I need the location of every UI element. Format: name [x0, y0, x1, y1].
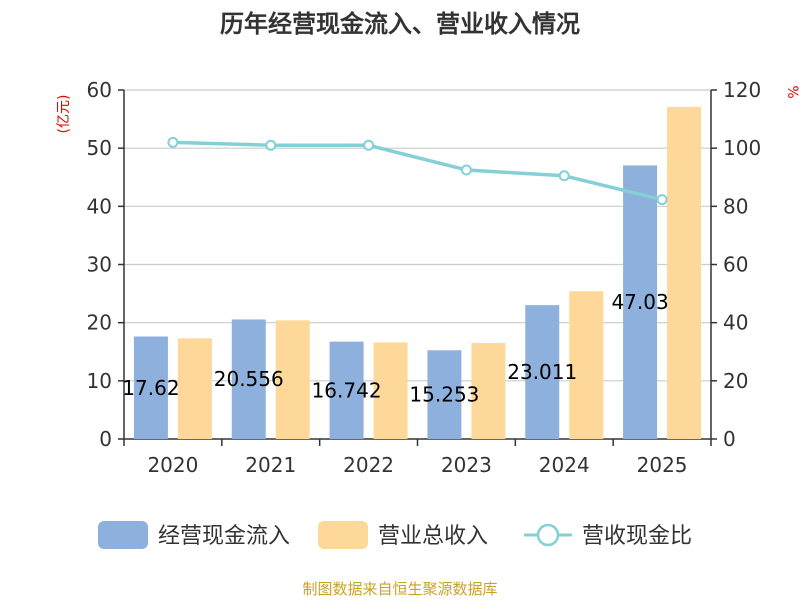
right-tick-label: 20 — [723, 369, 748, 393]
source-note: 制图数据来自恒生聚源数据库 — [302, 580, 497, 598]
legend-label: 营收现金比 — [582, 524, 692, 549]
bar-labels: 17.62 20.556 16.742 15.253 23.011 47.03 — [122, 290, 668, 406]
left-tick-label: 30 — [87, 253, 112, 277]
ratio-point — [460, 164, 472, 176]
bar-value-label: 47.03 — [611, 290, 668, 314]
left-tick-label: 40 — [87, 194, 112, 218]
left-tick-label: 60 — [87, 78, 112, 102]
bar-revenue — [177, 338, 212, 439]
bars — [133, 106, 702, 439]
ratio-point — [363, 139, 375, 151]
ratio-line-path — [172, 140, 663, 202]
bar-revenue — [569, 291, 604, 439]
bar-revenue — [471, 343, 506, 439]
legend: 经营现金流入 营业总收入 营收现金比 — [98, 521, 692, 549]
x-tick-label: 2021 — [245, 453, 296, 477]
right-tick-label: 60 — [723, 253, 748, 277]
ratio-point — [167, 136, 179, 148]
x-tick-label: 2024 — [539, 453, 590, 477]
left-tick-label: 50 — [87, 136, 112, 160]
right-tick-label: 0 — [723, 427, 736, 451]
right-tick-label: 40 — [723, 311, 748, 335]
bar-value-label: 17.62 — [122, 376, 179, 400]
bar-value-label: 20.556 — [214, 367, 284, 391]
left-axis-unit: (亿元) — [56, 95, 72, 134]
x-tick-label: 2023 — [441, 453, 492, 477]
bar-cash-inflow — [427, 350, 462, 439]
chart-title: 历年经营现金流入、营业收入情况 — [220, 10, 580, 38]
left-tick-label: 20 — [87, 311, 112, 335]
ratio-point — [656, 194, 668, 206]
bar-cash-inflow — [133, 336, 168, 439]
bar-revenue — [667, 106, 702, 439]
left-tick-label: 10 — [87, 369, 112, 393]
right-tick-label: 100 — [723, 136, 761, 160]
legend-swatch — [318, 521, 368, 549]
bar-cash-inflow — [623, 165, 658, 439]
axes: 0 10 20 30 40 50 60 0 20 40 60 80 100 120 2020 2021 2022… — [87, 78, 762, 477]
bar-cash-inflow — [525, 305, 560, 439]
legend-swatch — [98, 521, 148, 549]
x-tick-label: 2020 — [147, 453, 198, 477]
ratio-line — [167, 136, 668, 206]
bar-cash-inflow — [231, 319, 266, 439]
right-axis-unit: % — [784, 85, 800, 98]
right-tick-label: 80 — [723, 194, 748, 218]
ratio-point — [265, 139, 277, 151]
bar-revenue — [275, 320, 310, 439]
bar-revenue — [373, 342, 408, 439]
legend-label: 经营现金流入 — [158, 524, 290, 549]
bar-value-label: 23.011 — [507, 360, 577, 384]
grid — [124, 89, 711, 382]
bar-cash-inflow — [329, 341, 364, 439]
bar-value-label: 16.742 — [312, 378, 382, 402]
legend-label: 营业总收入 — [378, 524, 488, 549]
right-tick-label: 120 — [723, 78, 761, 102]
legend-swatch-marker — [536, 523, 560, 547]
x-tick-label: 2022 — [343, 453, 394, 477]
left-tick-label: 0 — [99, 427, 112, 451]
bar-value-label: 15.253 — [409, 383, 479, 407]
ratio-point — [558, 170, 570, 182]
x-tick-label: 2025 — [637, 453, 688, 477]
